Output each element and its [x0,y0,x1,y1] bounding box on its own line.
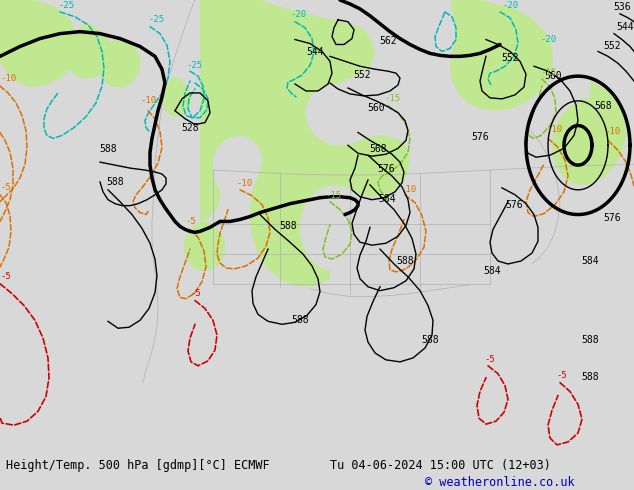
Polygon shape [0,0,78,87]
Text: 568: 568 [594,101,612,111]
Text: 536: 536 [613,2,631,12]
Text: 576: 576 [471,132,489,143]
Text: -5: -5 [0,183,11,192]
Polygon shape [558,125,582,160]
Text: 588: 588 [581,371,598,382]
Text: -5: -5 [556,370,567,380]
Text: 584: 584 [581,256,598,266]
Text: -25: -25 [148,15,164,24]
Text: 544: 544 [616,22,634,32]
Text: -20: -20 [502,1,518,10]
Text: -15: -15 [384,94,400,103]
Text: -10: -10 [546,125,562,134]
Text: 552: 552 [603,42,621,51]
Polygon shape [98,37,140,87]
Text: © weatheronline.co.uk: © weatheronline.co.uk [425,476,574,489]
Text: -10: -10 [140,96,156,105]
Text: -10: -10 [236,179,252,188]
Text: 584: 584 [378,194,396,204]
Polygon shape [66,22,112,79]
Text: Tu 04-06-2024 15:00 UTC (12+03): Tu 04-06-2024 15:00 UTC (12+03) [330,459,550,472]
Text: 568: 568 [369,144,387,154]
Text: -10: -10 [604,127,620,136]
Text: 588: 588 [291,315,309,325]
Text: 576: 576 [377,164,395,174]
Text: 528: 528 [181,122,199,132]
Text: -5: -5 [0,272,11,281]
Text: 576: 576 [505,199,523,210]
Text: -25: -25 [186,61,202,70]
Text: 588: 588 [396,256,414,266]
Polygon shape [162,76,192,117]
Text: 544: 544 [306,48,324,57]
Polygon shape [184,221,225,271]
Text: -15: -15 [325,191,341,200]
Text: 588: 588 [99,144,117,154]
Text: -10: -10 [0,74,16,83]
Text: 588: 588 [106,177,124,187]
Text: -5: -5 [484,355,495,364]
Polygon shape [450,0,553,111]
Text: 552: 552 [353,70,371,80]
Text: -10: -10 [400,185,416,194]
Text: 588: 588 [421,335,439,345]
Polygon shape [200,0,410,287]
Text: 584: 584 [483,266,501,276]
Text: -5: -5 [185,218,196,226]
Polygon shape [552,81,626,185]
Text: -20: -20 [290,10,306,19]
Text: 552: 552 [501,53,519,63]
Text: 588: 588 [279,221,297,231]
Text: 560: 560 [544,71,562,81]
Text: -15: -15 [540,68,556,77]
Text: -25: -25 [58,1,74,10]
Text: Height/Temp. 500 hPa [gdmp][°C] ECMWF: Height/Temp. 500 hPa [gdmp][°C] ECMWF [6,459,270,472]
Text: -5: -5 [190,289,201,297]
Text: -20: -20 [540,34,556,44]
Text: 562: 562 [379,35,397,46]
Text: 588: 588 [581,335,598,345]
Text: 576: 576 [603,214,621,223]
Text: 560: 560 [367,103,385,113]
